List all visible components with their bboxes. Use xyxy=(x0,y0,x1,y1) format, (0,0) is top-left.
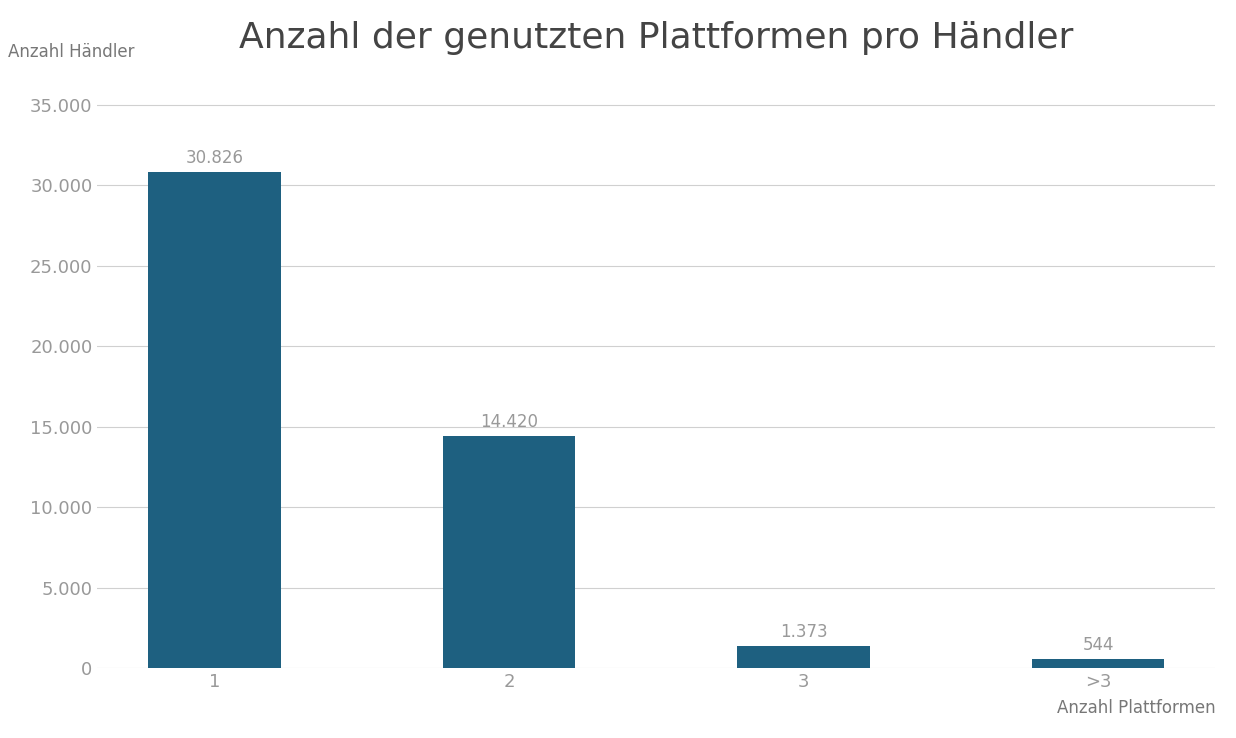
Bar xyxy=(148,172,281,668)
Text: 30.826: 30.826 xyxy=(185,149,243,168)
Text: 1.373: 1.373 xyxy=(780,623,827,641)
Bar xyxy=(738,646,870,668)
Bar xyxy=(1032,659,1164,668)
X-axis label: Anzahl Plattformen: Anzahl Plattformen xyxy=(1057,699,1215,717)
Text: 544: 544 xyxy=(1083,636,1114,655)
Text: Anzahl Händler: Anzahl Händler xyxy=(9,43,135,61)
Text: 14.420: 14.420 xyxy=(480,413,538,431)
Title: Anzahl der genutzten Plattformen pro Händler: Anzahl der genutzten Plattformen pro Hän… xyxy=(239,21,1074,55)
Bar xyxy=(442,436,575,668)
